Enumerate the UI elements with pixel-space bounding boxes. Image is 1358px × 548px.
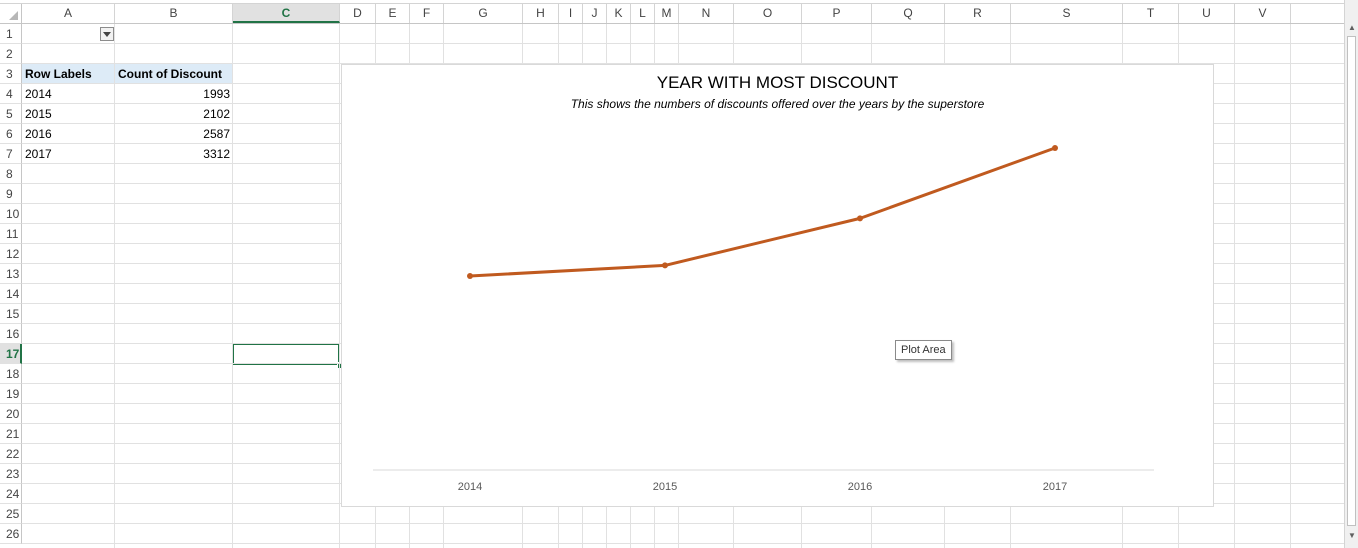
row-header-22[interactable]: 22 — [0, 444, 22, 464]
data-point-2015[interactable] — [662, 262, 668, 269]
row-header-7[interactable]: 7 — [0, 144, 22, 164]
filter-dropdown-icon[interactable] — [100, 27, 114, 41]
pivot-header-row-labels[interactable]: Row Labels — [22, 64, 115, 84]
scroll-thumb[interactable] — [1347, 36, 1356, 526]
grid-hline — [22, 63, 1344, 64]
x-tick-label: 2014 — [458, 481, 482, 493]
x-tick-label: 2017 — [1043, 481, 1067, 493]
chart-subtitle[interactable]: This shows the numbers of discounts offe… — [570, 97, 985, 111]
row-header-6[interactable]: 6 — [0, 124, 22, 144]
row-header-25[interactable]: 25 — [0, 504, 22, 524]
pivot-row-label[interactable]: 2016 — [22, 124, 115, 144]
series-line[interactable] — [469, 146, 1056, 278]
row-header-20[interactable]: 20 — [0, 404, 22, 424]
pivot-header-count[interactable]: Count of Discount — [115, 64, 233, 84]
pivot-row-value[interactable]: 1993 — [115, 84, 233, 104]
grid-hline — [22, 543, 1344, 544]
pivot-row-value[interactable]: 2587 — [115, 124, 233, 144]
column-header-P[interactable]: P — [802, 4, 872, 23]
column-header-A[interactable]: A — [22, 4, 115, 23]
grid-vline — [1234, 24, 1235, 548]
row-header-2[interactable]: 2 — [0, 44, 22, 64]
row-header-16[interactable]: 16 — [0, 324, 22, 344]
grid-hline — [22, 43, 1344, 44]
row-header-14[interactable]: 14 — [0, 284, 22, 304]
column-header-F[interactable]: F — [410, 4, 444, 23]
row-header-8[interactable]: 8 — [0, 164, 22, 184]
row-header-11[interactable]: 11 — [0, 224, 22, 244]
row-header-13[interactable]: 13 — [0, 264, 22, 284]
row-header-23[interactable]: 23 — [0, 464, 22, 484]
row-header-1[interactable]: 1 — [0, 24, 22, 44]
column-header-D[interactable]: D — [340, 4, 376, 23]
column-header-G[interactable]: G — [444, 4, 523, 23]
scroll-up-arrow-icon[interactable]: ▲ — [1348, 23, 1356, 32]
pivot-row-label[interactable]: 2015 — [22, 104, 115, 124]
column-header-B[interactable]: B — [115, 4, 233, 23]
column-header-T[interactable]: T — [1123, 4, 1179, 23]
x-tick-label: 2015 — [653, 481, 677, 493]
row-header-9[interactable]: 9 — [0, 184, 22, 204]
column-header-U[interactable]: U — [1179, 4, 1235, 23]
row-header-15[interactable]: 15 — [0, 304, 22, 324]
row-header-17[interactable]: 17 — [0, 344, 22, 364]
data-point-2016[interactable] — [857, 215, 863, 222]
plot-area[interactable]: 2014 2015 2016 2017 — [342, 65, 1215, 508]
select-all-corner[interactable] — [0, 4, 22, 24]
column-header-R[interactable]: R — [945, 4, 1011, 23]
row-header-10[interactable]: 10 — [0, 204, 22, 224]
grid-vline — [1290, 24, 1291, 548]
vertical-scrollbar[interactable]: ▲ ▼ — [1344, 0, 1358, 548]
grid-vline — [232, 24, 233, 548]
column-header-H[interactable]: H — [523, 4, 559, 23]
pivot-row-value[interactable]: 3312 — [115, 144, 233, 164]
row-header-3[interactable]: 3 — [0, 64, 22, 84]
column-header-M[interactable]: M — [655, 4, 679, 23]
column-header-K[interactable]: K — [607, 4, 631, 23]
line-chart[interactable]: YEAR WITH MOST DISCOUNT This shows the n… — [341, 64, 1214, 507]
grid-hline — [22, 523, 1344, 524]
pivot-row-label[interactable]: 2014 — [22, 84, 115, 104]
pivot-row-value[interactable]: 2102 — [115, 104, 233, 124]
grid-vline — [339, 24, 340, 548]
row-header-19[interactable]: 19 — [0, 384, 22, 404]
row-header-26[interactable]: 26 — [0, 524, 22, 544]
scroll-down-arrow-icon[interactable]: ▼ — [1348, 531, 1356, 540]
grid-vline — [114, 24, 115, 548]
row-header-18[interactable]: 18 — [0, 364, 22, 384]
column-header-J[interactable]: J — [583, 4, 607, 23]
column-header-E[interactable]: E — [376, 4, 410, 23]
column-header-L[interactable]: L — [631, 4, 655, 23]
plot-area-tooltip: Plot Area — [895, 340, 952, 360]
row-header-21[interactable]: 21 — [0, 424, 22, 444]
column-header-C[interactable]: C — [233, 4, 340, 23]
column-header-O[interactable]: O — [734, 4, 802, 23]
pivot-header-row-labels-text: Row Labels — [25, 67, 92, 81]
data-point-2014[interactable] — [467, 273, 473, 279]
column-header-Q[interactable]: Q — [872, 4, 945, 23]
row-header-4[interactable]: 4 — [0, 84, 22, 104]
top-strip — [0, 0, 1344, 4]
x-tick-label: 2016 — [848, 481, 872, 493]
row-header-24[interactable]: 24 — [0, 484, 22, 504]
row-header-12[interactable]: 12 — [0, 244, 22, 264]
pivot-row-label[interactable]: 2017 — [22, 144, 115, 164]
row-header-5[interactable]: 5 — [0, 104, 22, 124]
data-point-2017[interactable] — [1052, 145, 1058, 151]
chart-title[interactable]: YEAR WITH MOST DISCOUNT — [656, 73, 899, 92]
select-all-triangle-icon — [9, 11, 18, 20]
column-header-I[interactable]: I — [559, 4, 583, 23]
column-header-S[interactable]: S — [1011, 4, 1123, 23]
column-header-N[interactable]: N — [679, 4, 734, 23]
active-cell-c17[interactable] — [232, 343, 340, 365]
row-header-bar: 1 2 3 4 5 6 7 8 9 10 11 12 13 14 15 16 17 18 19 20 21 22 23 24 2… — [0, 24, 22, 548]
column-header-V[interactable]: V — [1235, 4, 1291, 23]
